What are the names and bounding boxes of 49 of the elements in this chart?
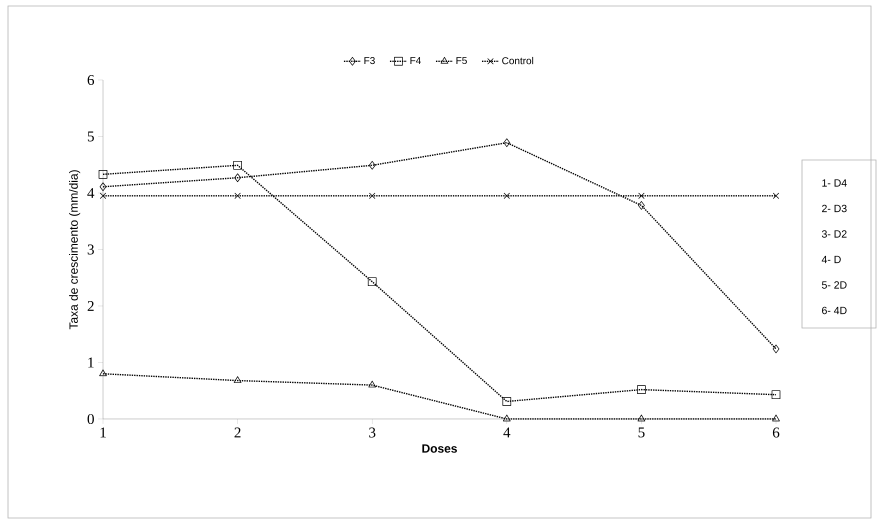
x-tick-label: 5 [638,428,645,438]
legend-label: F4 [410,57,421,64]
y-tick-label: 2 [88,301,94,311]
text: 2- D3 [822,204,847,212]
y-tick-label: 6 [88,74,94,86]
x-tick-label: 3 [369,428,376,438]
point [772,344,780,354]
x-axis-title: Doses [422,444,457,453]
y-tick-label: 1 [88,358,94,368]
x-tick-label: 2 [234,428,241,438]
point [98,170,108,179]
point [503,138,510,148]
text: 5- 2D [822,281,847,289]
point [100,182,106,192]
text: 1- D4 [822,179,847,187]
y-tick-label: 0 [88,414,94,424]
text: 4- D [822,256,841,264]
point [502,414,511,422]
point [368,160,376,170]
legend-label: F3 [364,57,375,64]
point [638,201,645,210]
point [772,192,780,199]
point [99,369,107,376]
text: 3- D2 [822,230,847,238]
point [772,414,780,422]
y-tick-label: 5 [88,132,94,142]
point [637,385,646,394]
point [504,192,510,199]
point [234,376,242,383]
legend-label: Control [502,56,534,64]
point [234,192,241,199]
text: 6- 4D [822,306,847,314]
y-tick-label: 3 [88,244,94,254]
point [100,192,106,199]
x-tick-label: 4 [503,428,510,438]
point [502,397,512,406]
point [369,192,376,199]
point [234,173,241,182]
point [638,414,646,422]
x-tick-label: 1 [100,428,106,438]
legend-label: F5 [456,57,467,64]
point [638,192,645,199]
point [368,380,376,388]
point [233,160,242,170]
y-axis-title: Taxa de crescimento (mm/dia) [69,170,80,330]
y-tick-label: 4 [87,188,94,198]
point [368,277,377,286]
point [772,390,780,400]
x-tick-label: 6 [772,428,780,438]
